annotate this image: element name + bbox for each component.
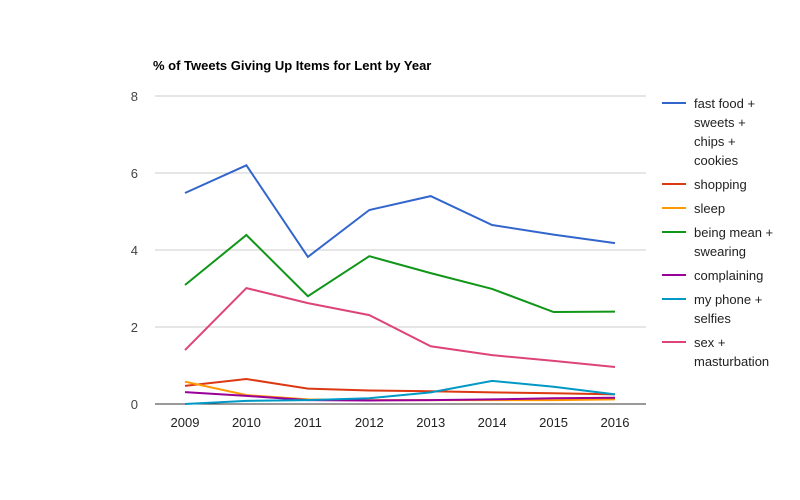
x-tick-label: 2016 — [601, 415, 630, 430]
legend-item[interactable]: fast food + sweets + chips + cookies — [662, 96, 755, 168]
x-tick-label: 2011 — [294, 415, 322, 430]
y-tick-label: 2 — [131, 320, 138, 335]
legend-label: fast food + — [694, 96, 755, 111]
legend-item[interactable]: sleep — [662, 201, 725, 216]
legend-item[interactable]: shopping — [662, 177, 747, 192]
x-tick-label: 2013 — [416, 415, 445, 430]
series-line-shopping[interactable] — [184, 377, 616, 396]
legend-label: being mean + — [694, 225, 773, 240]
x-tick-label: 2015 — [539, 415, 568, 430]
legend-label: sleep — [694, 201, 725, 216]
y-tick-label: 4 — [131, 243, 138, 258]
y-tick-label: 0 — [131, 397, 138, 412]
series-line-fast-food-sweets-chips-cookies[interactable] — [184, 164, 616, 259]
x-tick-label: 2014 — [478, 415, 507, 430]
legend-label: sweets + — [694, 115, 746, 130]
y-tick-label: 6 — [131, 166, 138, 181]
legend-label: my phone + — [694, 292, 762, 307]
legend-label: sex + — [694, 335, 725, 350]
legend-label: complaining — [694, 268, 763, 283]
legend-item[interactable]: complaining — [662, 268, 763, 283]
y-tick-label: 8 — [131, 89, 138, 104]
series-line-complaining[interactable] — [184, 391, 616, 402]
legend-item[interactable]: sex + masturbation — [662, 335, 769, 369]
legend-label: swearing — [694, 244, 746, 259]
legend-label: shopping — [694, 177, 747, 192]
legend-label: chips + — [694, 134, 736, 149]
series-line-my-phone-selfies[interactable] — [184, 379, 616, 405]
x-tick-label: 2010 — [232, 415, 261, 430]
series-line-sex-masturbation[interactable] — [184, 286, 616, 368]
legend-item[interactable]: my phone + selfies — [662, 292, 762, 326]
chart-title: % of Tweets Giving Up Items for Lent by … — [153, 58, 431, 73]
legend-label: masturbation — [694, 354, 769, 369]
legend-label: selfies — [694, 311, 731, 326]
legend-item[interactable]: being mean + swearing — [662, 225, 773, 259]
x-tick-label: 2009 — [171, 415, 200, 430]
x-tick-label: 2012 — [355, 415, 384, 430]
legend-label: cookies — [694, 153, 739, 168]
series-line-being-mean-swearing[interactable] — [184, 233, 616, 314]
